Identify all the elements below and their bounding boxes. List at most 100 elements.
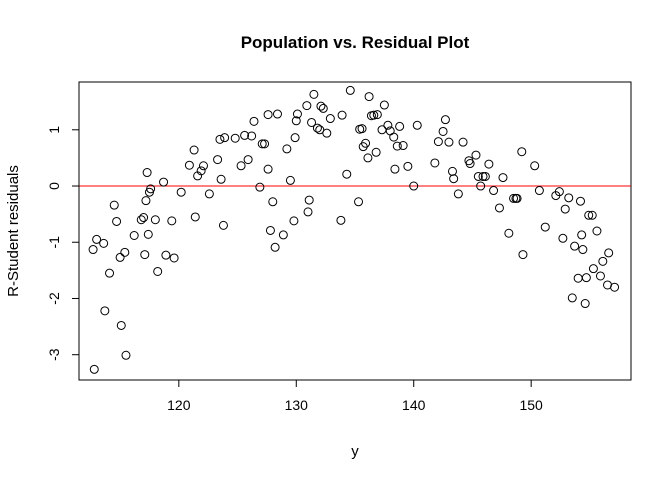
- data-point: [303, 207, 313, 217]
- data-point: [587, 210, 597, 220]
- data-point: [291, 116, 301, 126]
- data-point: [189, 145, 199, 155]
- data-point: [342, 169, 352, 179]
- y-tick-label: 0: [46, 182, 62, 190]
- data-point: [290, 133, 300, 143]
- data-point: [278, 230, 288, 240]
- x-tick-label: 120: [167, 397, 191, 413]
- data-point: [354, 197, 364, 207]
- data-point: [161, 250, 171, 260]
- data-point: [142, 168, 152, 178]
- data-point: [409, 181, 419, 191]
- data-point: [289, 216, 299, 226]
- data-point: [512, 193, 522, 203]
- data-point: [578, 245, 588, 255]
- data-point: [363, 153, 373, 163]
- data-point: [610, 282, 620, 292]
- data-point: [530, 161, 540, 171]
- data-point: [412, 120, 422, 130]
- data-point: [184, 160, 194, 170]
- data-point: [588, 264, 598, 274]
- data-point: [260, 139, 270, 149]
- data-point: [478, 171, 488, 181]
- data-point: [372, 110, 382, 120]
- data-point: [554, 187, 564, 197]
- data-point: [517, 147, 527, 157]
- data-point: [307, 117, 317, 127]
- data-point: [109, 200, 119, 210]
- data-point: [263, 164, 273, 174]
- data-point: [302, 101, 312, 111]
- data-point: [433, 137, 443, 147]
- data-point: [263, 110, 273, 120]
- data-point: [159, 177, 169, 187]
- data-point: [309, 89, 319, 99]
- data-point: [146, 184, 156, 194]
- y-tick-label: -2: [46, 292, 62, 305]
- data-points: [88, 85, 620, 374]
- x-axis-label: y: [351, 443, 359, 460]
- data-point: [105, 268, 115, 278]
- data-point: [167, 216, 177, 226]
- data-point: [389, 132, 399, 142]
- data-point: [100, 306, 110, 316]
- data-point: [471, 150, 481, 160]
- data-point: [395, 121, 405, 131]
- data-point: [345, 85, 355, 95]
- data-point: [581, 273, 591, 283]
- data-point: [312, 123, 322, 133]
- data-point: [489, 186, 499, 196]
- data-point: [390, 164, 400, 174]
- data-point: [509, 193, 519, 203]
- data-point: [357, 124, 367, 134]
- data-point: [494, 203, 504, 213]
- data-point: [292, 109, 302, 119]
- data-point: [458, 137, 468, 147]
- data-point: [198, 161, 208, 171]
- data-point: [316, 101, 326, 111]
- data-point: [392, 141, 402, 151]
- data-point: [369, 110, 379, 120]
- data-point: [99, 238, 109, 248]
- data-point: [204, 189, 214, 199]
- data-point: [577, 230, 587, 240]
- data-point: [403, 161, 413, 171]
- data-point: [218, 220, 228, 230]
- data-point: [504, 228, 514, 238]
- data-point: [444, 137, 454, 147]
- x-tick-label: 150: [519, 397, 543, 413]
- data-point: [498, 173, 508, 183]
- data-point: [247, 131, 257, 141]
- data-point: [112, 216, 122, 226]
- data-point: [598, 256, 608, 266]
- data-point: [575, 196, 585, 206]
- data-point: [243, 155, 253, 165]
- data-point: [473, 171, 483, 181]
- data-point: [534, 186, 544, 196]
- data-point: [465, 159, 475, 169]
- data-point: [480, 171, 490, 181]
- x-tick-label: 130: [285, 397, 309, 413]
- data-point: [325, 114, 335, 124]
- data-point: [371, 147, 381, 157]
- data-point: [315, 125, 325, 135]
- data-point: [476, 181, 486, 191]
- plot-area-frame: [78, 81, 632, 381]
- data-point: [120, 247, 130, 257]
- chart-title: Population vs. Residual Plot: [241, 33, 470, 52]
- data-point: [364, 92, 374, 102]
- data-point: [88, 245, 98, 255]
- data-point: [255, 182, 265, 192]
- data-point: [141, 196, 151, 206]
- data-point: [282, 144, 292, 154]
- data-point: [272, 109, 282, 119]
- data-point: [220, 133, 230, 143]
- data-point: [89, 364, 99, 374]
- data-point: [580, 299, 590, 309]
- data-point: [379, 100, 389, 110]
- data-point: [169, 253, 179, 263]
- data-point: [216, 174, 226, 184]
- data-point: [336, 215, 346, 225]
- data-point: [604, 248, 614, 258]
- data-point: [116, 320, 126, 330]
